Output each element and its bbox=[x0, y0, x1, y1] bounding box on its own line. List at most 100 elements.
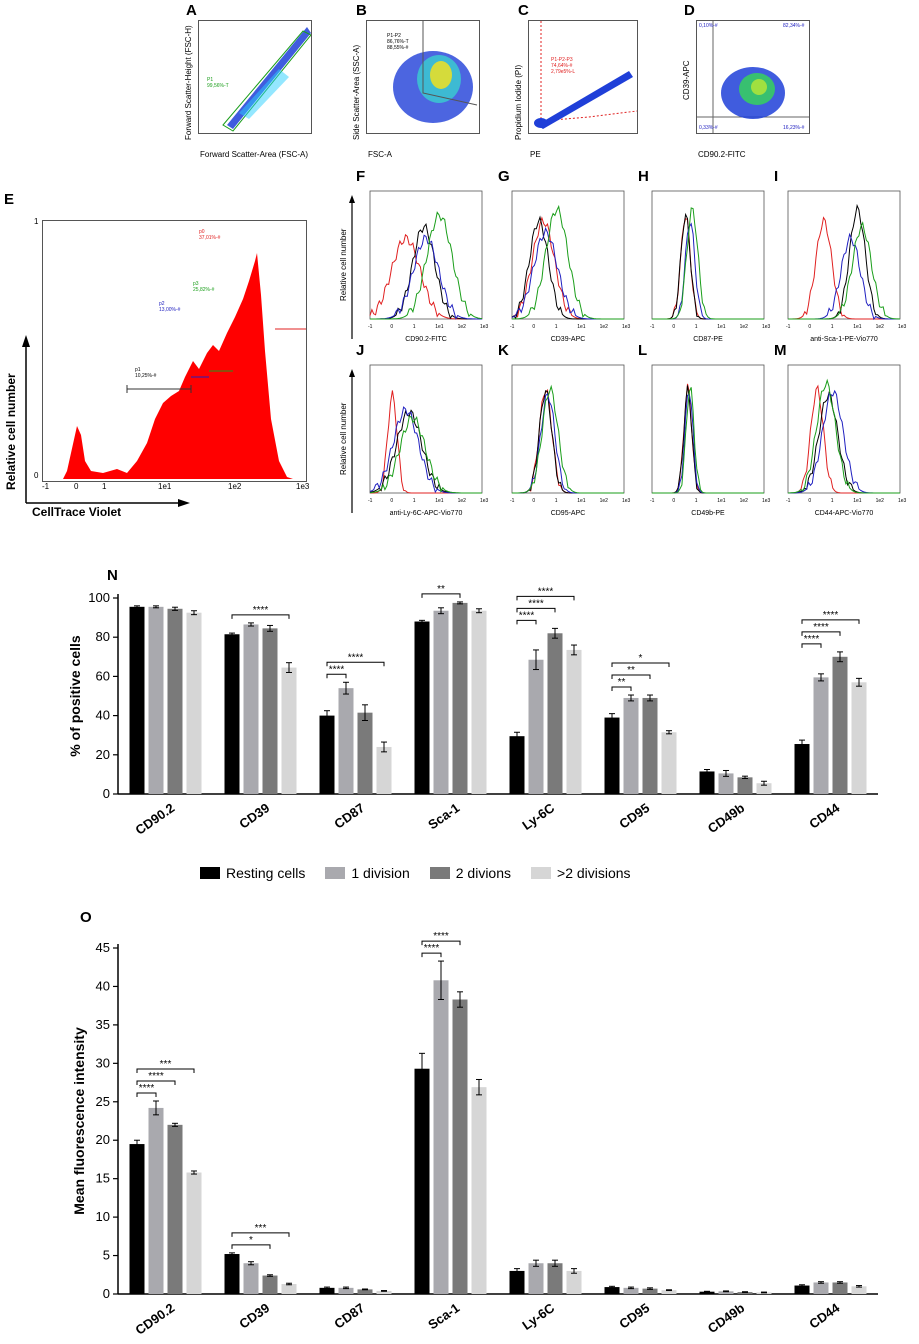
panel-d: D 0,10%-# 82,34%-# 0,33%-# 16,23%-# CD90… bbox=[668, 0, 818, 165]
histogram-xtick: 1e3 bbox=[898, 324, 907, 330]
x-tick-label: Ly-6C bbox=[519, 1300, 557, 1333]
significance-bracket bbox=[421, 593, 461, 598]
histogram-xtick: 1 bbox=[695, 324, 698, 330]
histogram-panel-letter: H bbox=[638, 168, 649, 185]
panel-d-q3: 0,33%-# bbox=[699, 125, 718, 131]
bar bbox=[224, 1254, 240, 1294]
bar bbox=[547, 633, 563, 794]
bar bbox=[832, 1282, 848, 1294]
y-tick-label: 15 bbox=[96, 1171, 110, 1186]
y-tick-label: 30 bbox=[96, 1055, 110, 1070]
histogram-xtick: 0 bbox=[672, 324, 675, 330]
bar bbox=[319, 1287, 335, 1294]
y-tick-label: 20 bbox=[96, 1132, 110, 1147]
significance-bracket bbox=[801, 631, 841, 636]
significance-label: ** bbox=[627, 665, 635, 676]
panel-c-scatter bbox=[534, 21, 638, 129]
x-tick-label: CD87 bbox=[331, 800, 367, 831]
panel-e-xtick-4: 1e2 bbox=[228, 482, 242, 491]
bar bbox=[623, 697, 639, 794]
panel-d-plot: 0,10%-# 82,34%-# 0,33%-# 16,23%-# bbox=[696, 20, 810, 134]
significance-label: **** bbox=[433, 931, 449, 942]
chart-n-svg: N 0 20 40 60 80 100 % of positive cells CD90.2 CD… bbox=[67, 567, 878, 838]
panel-d-q4: 16,23%-# bbox=[783, 125, 805, 131]
panel-e-gate-p2-pct: 13,00%-# bbox=[159, 307, 181, 313]
panel-d-xlabel: CD90.2-FITC bbox=[698, 150, 746, 159]
histogram-ylabel: Relative cell number bbox=[339, 228, 348, 301]
chart-panel-letter: N bbox=[107, 567, 118, 584]
panel-e-ytick-bottom: 0 bbox=[34, 471, 39, 480]
histogram-panel-frame bbox=[369, 190, 483, 320]
significance-bracket bbox=[136, 1092, 157, 1098]
histogram-xlabel: anti-Ly-6C-APC-Vio770 bbox=[390, 510, 463, 517]
panel-e-xtick-0: -1 bbox=[42, 482, 50, 491]
significance-bracket bbox=[326, 661, 385, 667]
bar bbox=[471, 610, 487, 794]
bar bbox=[813, 1282, 829, 1294]
histogram-xtick: 0 bbox=[390, 324, 393, 330]
bar bbox=[414, 1068, 430, 1294]
panel-e-xtick-3: 1e1 bbox=[158, 482, 172, 491]
histogram-grid: F -1 0 1 1e1 1e2 1e3 CD90.2-FITC G -1 0 1 1e1 1e2 1e3 C… bbox=[330, 165, 919, 525]
histogram-panel-letter: F bbox=[356, 168, 365, 185]
panel-e-histogram bbox=[63, 253, 306, 479]
legend-swatch bbox=[325, 867, 346, 879]
bar bbox=[452, 602, 468, 794]
significance-label: **** bbox=[528, 598, 544, 609]
panel-d-scatter bbox=[697, 21, 809, 133]
histogram-grid-svg: F -1 0 1 1e1 1e2 1e3 CD90.2-FITC G -1 0 1 1e1 1e2 1e3 C… bbox=[339, 168, 907, 517]
significance-label: **** bbox=[538, 586, 554, 597]
legend-swatch bbox=[531, 867, 552, 879]
histogram-curve bbox=[787, 378, 900, 494]
y-tick-label: 10 bbox=[96, 1209, 110, 1224]
histogram-xtick: 1 bbox=[831, 324, 834, 330]
histogram-panel-letter: J bbox=[356, 342, 364, 359]
bar bbox=[186, 612, 202, 794]
histogram-panel-letter: I bbox=[774, 168, 778, 185]
histogram-xtick: 1e1 bbox=[577, 324, 586, 330]
histogram-xlabel: CD95-APC bbox=[551, 510, 586, 517]
bar bbox=[433, 980, 449, 1294]
histogram-curve bbox=[652, 387, 764, 494]
bar bbox=[338, 1287, 354, 1294]
histogram-xlabel: CD49b-PE bbox=[691, 510, 725, 517]
y-tick-label: 0 bbox=[103, 1286, 110, 1301]
panel-a-xlabel: Forward Scatter-Area (FSC-A) bbox=[200, 150, 309, 159]
histogram-xtick: 1 bbox=[695, 498, 698, 504]
legend: Resting cells 1 division 2 divions >2 di… bbox=[200, 862, 720, 884]
histogram-xtick: -1 bbox=[368, 324, 373, 330]
y-tick-label: 40 bbox=[96, 708, 110, 723]
histogram-xlabel: CD90.2-FITC bbox=[405, 336, 447, 343]
histogram-xtick: 1e3 bbox=[898, 498, 907, 504]
histogram-xtick: 1e2 bbox=[600, 324, 609, 330]
histogram-xtick: 1e2 bbox=[740, 498, 749, 504]
histogram-curve bbox=[512, 384, 624, 494]
panel-a-gate-name: P1 bbox=[207, 77, 214, 83]
bar bbox=[642, 1288, 658, 1294]
bar bbox=[528, 659, 544, 794]
bar bbox=[813, 677, 829, 794]
legend-label: Resting cells bbox=[226, 865, 306, 881]
chart-n: N 0 20 40 60 80 100 % of positive cells CD90.2 CD… bbox=[0, 560, 919, 850]
histogram-xlabel: anti-Sca-1-PE-Vio770 bbox=[810, 336, 878, 343]
legend-item-2-divisions: 2 divions bbox=[429, 865, 511, 881]
x-tick-label: CD49b bbox=[705, 1300, 747, 1336]
histogram-curve bbox=[370, 211, 483, 320]
panel-e-gate-p3-pct: 25,82%-# bbox=[193, 287, 215, 293]
significance-label: *** bbox=[160, 1059, 172, 1070]
histogram-panel-letter: L bbox=[638, 342, 647, 359]
bar bbox=[148, 606, 164, 794]
significance-label: **** bbox=[813, 622, 829, 633]
histogram-curve bbox=[511, 204, 624, 320]
significance-label: ** bbox=[437, 584, 445, 595]
y-tick-label: 60 bbox=[96, 668, 110, 683]
histogram-panel-frame bbox=[651, 364, 765, 494]
panel-e-plot: p0 37,01%-# p3 25,82%-# p2 13,00%-# p1 1… bbox=[42, 220, 307, 482]
histogram-xtick: 1e3 bbox=[762, 498, 771, 504]
histogram-xtick: 0 bbox=[672, 498, 675, 504]
y-tick-label: 5 bbox=[103, 1248, 110, 1263]
histogram-xtick: 1 bbox=[555, 498, 558, 504]
histogram-xtick: 1e1 bbox=[577, 498, 586, 504]
histogram-panel-frame bbox=[651, 190, 765, 320]
panel-e-axis-arrows bbox=[22, 335, 190, 507]
